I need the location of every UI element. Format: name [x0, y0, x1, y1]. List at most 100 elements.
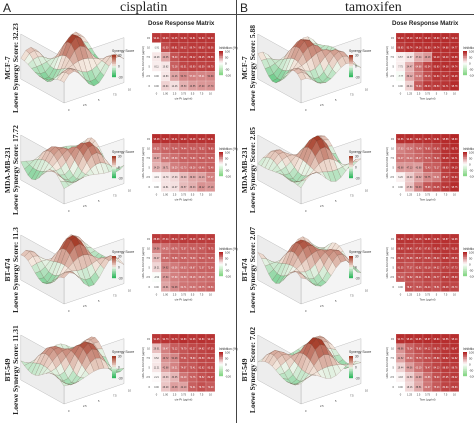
matrix-cell-label: 89.77	[181, 239, 187, 241]
matrix-legend-swatch	[219, 167, 223, 170]
matrix-x-axis-label: cis-Pt (μg/ml)	[175, 198, 193, 202]
matrix-cell-label: 49.12	[199, 187, 205, 189]
matrix-x-tick: 3.75	[425, 193, 431, 197]
matrix-legend-swatch	[463, 353, 467, 356]
surface-x-tick: 0	[305, 108, 307, 112]
matrix-legend-swatch	[463, 52, 467, 55]
matrix-legend-tick: 50	[469, 157, 473, 161]
matrix-cell-label: 91.71	[443, 86, 449, 88]
matrix-cell-label: 90.56	[208, 47, 214, 49]
surface-legend-swatch	[112, 176, 116, 179]
matrix-cell-label: 80.79	[425, 358, 431, 360]
matrix-cell-label: 54.69	[208, 76, 214, 78]
surface-x-tick: 10	[365, 289, 368, 293]
matrix-cell-label: 89.25	[199, 57, 205, 59]
surface-x-tick: 5	[335, 399, 337, 403]
surface-x-tick: 0	[68, 409, 70, 413]
surface-legend-swatch	[112, 64, 116, 67]
matrix-cell-label: 93.48	[190, 139, 196, 141]
matrix-cell-label: 43.68	[416, 168, 422, 170]
matrix-x-tick: 7.5	[200, 393, 204, 397]
surface-x-tick: 7.5	[350, 194, 354, 198]
matrix-cell-label: 94.19	[452, 168, 458, 170]
surface-legend-swatch	[349, 64, 353, 67]
matrix-cell-label: 88.79	[208, 239, 214, 241]
matrix-legend-tick: -50	[225, 68, 230, 72]
surface-x-tick: 10	[128, 389, 131, 393]
matrix-x-tick: 2.5	[173, 193, 177, 197]
matrix-cell-label: 58.29	[172, 168, 178, 170]
matrix-y-tick: 2.5	[146, 375, 150, 379]
matrix-cell-label: -4.54	[154, 277, 160, 279]
surface-legend-tick: -30	[355, 177, 360, 181]
matrix-y-axis-label: HRL-SU-102-004 (μg/ml)	[385, 46, 389, 77]
matrix-cell-label: 22.59	[407, 377, 413, 379]
surface-x-tick: 5	[335, 98, 337, 102]
matrix-y-tick: 15	[147, 137, 150, 141]
matrix-cell-label: 82.38	[407, 258, 413, 260]
matrix-legend-tick: -100	[225, 74, 231, 78]
matrix-y-tick: 2.5	[146, 175, 150, 179]
matrix-cell-label: 64.39	[190, 287, 196, 289]
surface-legend-swatch	[349, 161, 353, 164]
matrix-cell-label: 82.44	[425, 287, 431, 289]
matrix-cell-label: 53.70	[181, 76, 187, 78]
surface-x-tick: 5	[98, 299, 100, 303]
matrix-cell-label: 59.31	[434, 177, 440, 179]
matrix-y-tick: 7.5	[390, 55, 394, 59]
matrix-y-tick: 2.5	[390, 175, 394, 179]
matrix-legend-swatch	[463, 73, 467, 76]
matrix-cell-label: 95.88	[443, 139, 449, 141]
matrix-x-tick: 10	[453, 193, 456, 197]
surface-legend-swatch	[349, 270, 353, 273]
matrix-legend-tick: -50	[469, 269, 474, 273]
matrix-cell-label: 81.00	[163, 47, 169, 49]
surface-legend-swatch	[112, 274, 116, 277]
matrix-cell-label: 74.20	[208, 387, 214, 389]
matrix-cell-label: 93.61	[208, 139, 214, 141]
matrix-legend-tick: 100	[469, 251, 474, 255]
matrix-cell-label: 73.76	[425, 158, 431, 160]
matrix-y-tick: 0	[393, 84, 395, 88]
surface-legend-swatch	[349, 374, 353, 377]
matrix-cell-label: 73.94	[416, 86, 422, 88]
surface-legend-tick: -30	[118, 377, 123, 381]
matrix-cell-label: 58.47	[163, 348, 169, 350]
matrix-legend-tick: 50	[225, 56, 229, 60]
matrix-legend-swatch	[219, 52, 223, 55]
matrix-cell-label: 84.61	[425, 277, 431, 279]
matrix-legend-swatch	[219, 265, 223, 268]
matrix-cell-label: 66.16	[199, 277, 205, 279]
matrix-legend-swatch	[219, 370, 223, 373]
surface-x-tick: 5	[335, 299, 337, 303]
matrix-cell-label: 47.13	[407, 168, 413, 170]
surface-legend-swatch	[112, 372, 116, 375]
surface-legend-swatch	[349, 75, 353, 78]
surface-x-tick: 0	[305, 209, 307, 213]
surface-legend-swatch	[112, 359, 116, 362]
matrix-legend-tick: -50	[225, 369, 230, 373]
surface-x-tick: 10	[128, 289, 131, 293]
surface-legend-tick: -30	[355, 76, 360, 80]
matrix-legend-swatch	[219, 152, 223, 154]
matrix-legend-swatch	[219, 162, 223, 165]
synergy-surface: 0 2.5 5 7.5 10	[257, 134, 368, 213]
matrix-cell-label: 6.26	[398, 177, 403, 179]
matrix-legend-swatch	[463, 267, 467, 270]
matrix-legend-title: Inhibition (%)	[463, 46, 474, 50]
matrix-y-tick: 10	[147, 246, 150, 250]
matrix-cell-label: 91.17	[443, 76, 449, 78]
surface-facet	[297, 378, 307, 385]
surface-legend-tick: -30	[118, 277, 123, 281]
panel-a-rule	[0, 14, 236, 15]
matrix-cell-label: 57.03	[398, 148, 404, 150]
surface-x-tick: 7.5	[113, 394, 117, 398]
matrix-cell-label: 88.39	[199, 239, 205, 241]
matrix-x-tick: 1.00	[163, 193, 169, 197]
matrix-cell	[449, 381, 460, 392]
matrix-y-tick: 5	[149, 166, 151, 170]
matrix-legend-tick: -50	[469, 169, 474, 173]
surface-legend-swatch	[112, 75, 116, 78]
matrix-legend-tick: 0	[225, 363, 227, 367]
